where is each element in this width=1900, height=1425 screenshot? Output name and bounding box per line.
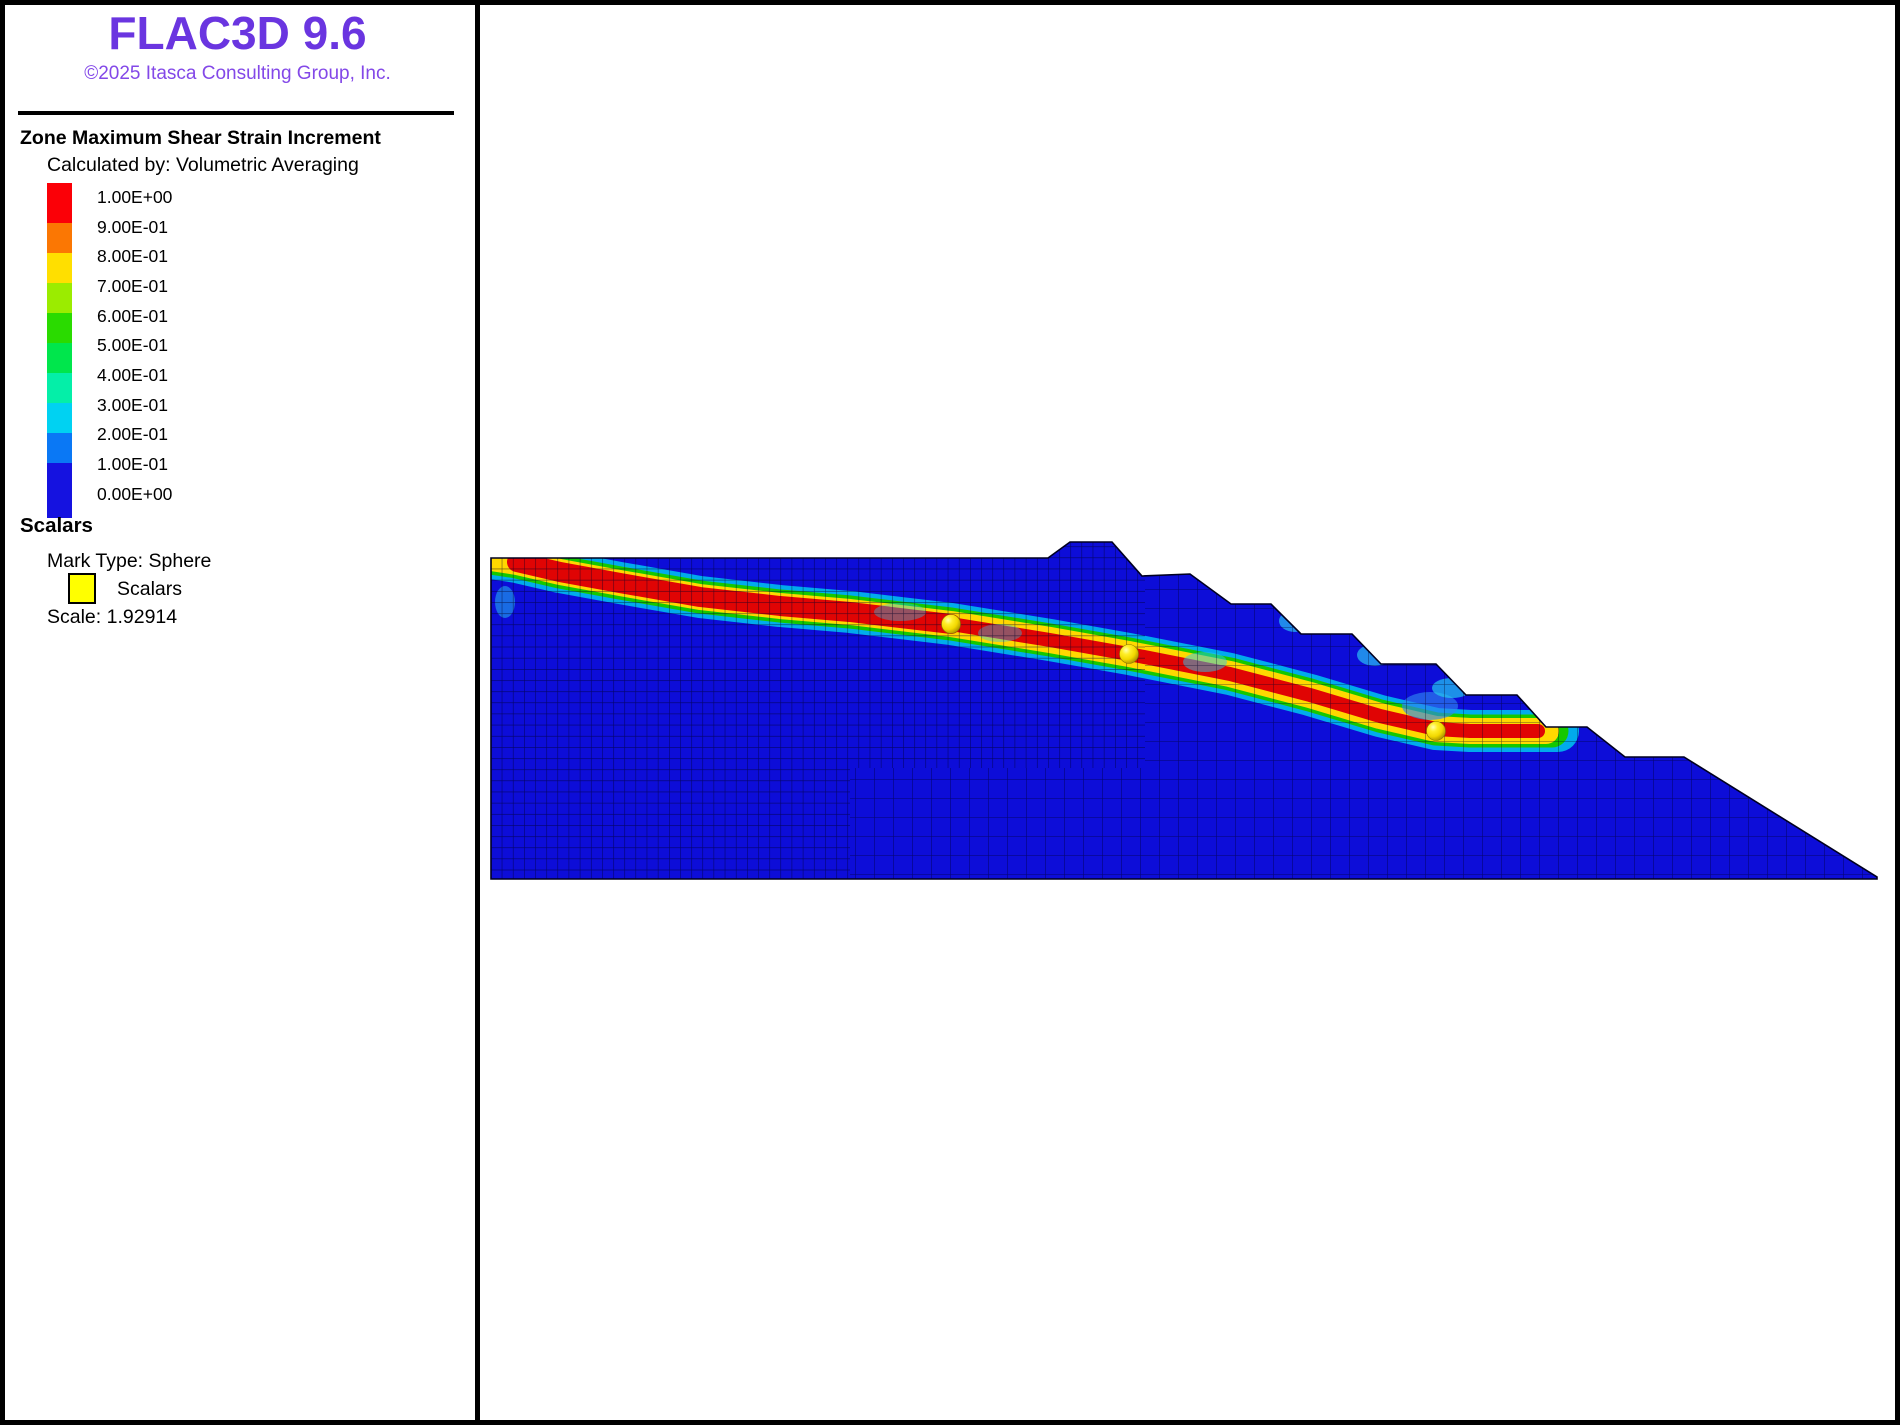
scalars-title: Scalars [20, 514, 93, 537]
scalars-item-label: Scalars [117, 578, 183, 600]
separator-line [18, 111, 454, 115]
scalar-sphere-marker [1426, 721, 1446, 741]
legend-tick-label: 6.00E-01 [97, 305, 169, 326]
legend-tick-label: 9.00E-01 [97, 216, 169, 237]
scalar-sphere-markers [941, 614, 1446, 741]
legend-tick-label: 0.00E+00 [97, 483, 173, 504]
legend-color-block [47, 463, 72, 518]
model-viewport[interactable] [480, 5, 1895, 1420]
legend-color-block [47, 253, 72, 283]
scalars-scale: Scale: 1.92914 [47, 606, 178, 628]
legend-color-block [47, 433, 72, 463]
legend-color-block [47, 343, 72, 373]
app-title: FLAC3D 9.6 [108, 7, 367, 59]
copyright-text: ©2025 Itasca Consulting Group, Inc. [84, 63, 391, 84]
legend-color-block [47, 403, 72, 433]
legend-color-block [47, 313, 72, 343]
legend-color-block [47, 283, 72, 313]
scalars-mark-type: Mark Type: Sphere [47, 550, 212, 572]
scalar-sphere-marker [941, 614, 961, 634]
legend-color-block [47, 183, 72, 223]
mesh-grid-lines [491, 542, 1877, 879]
scalars-color-swatch [68, 573, 96, 604]
mesh-outline [490, 541, 1878, 880]
legend-tick-label: 4.00E-01 [97, 364, 169, 385]
strain-patch [1144, 558, 1196, 574]
legend-tick-label: 5.00E-01 [97, 335, 169, 356]
legend-tick-label: 2.00E-01 [97, 424, 169, 445]
legend-tick-label: 1.00E-01 [97, 453, 169, 474]
legend-tick-label: 3.00E-01 [97, 394, 169, 415]
legend-tick-label: 8.00E-01 [97, 246, 169, 267]
legend-color-block [47, 373, 72, 403]
legend-tick-label: 1.00E+00 [97, 187, 173, 207]
mesh-model [490, 541, 1878, 880]
scalar-sphere-marker [1119, 644, 1139, 664]
legend-subtitle: Calculated by: Volumetric Averaging [47, 154, 359, 176]
legend-panel: FLAC3D 9.6 ©2025 Itasca Consulting Group… [0, 0, 475, 1425]
legend-color-block [47, 223, 72, 253]
panel-divider [475, 0, 480, 1425]
legend-colorbar [47, 183, 72, 518]
legend-tick-label: 7.00E-01 [97, 275, 169, 296]
legend-title: Zone Maximum Shear Strain Increment [20, 127, 381, 149]
